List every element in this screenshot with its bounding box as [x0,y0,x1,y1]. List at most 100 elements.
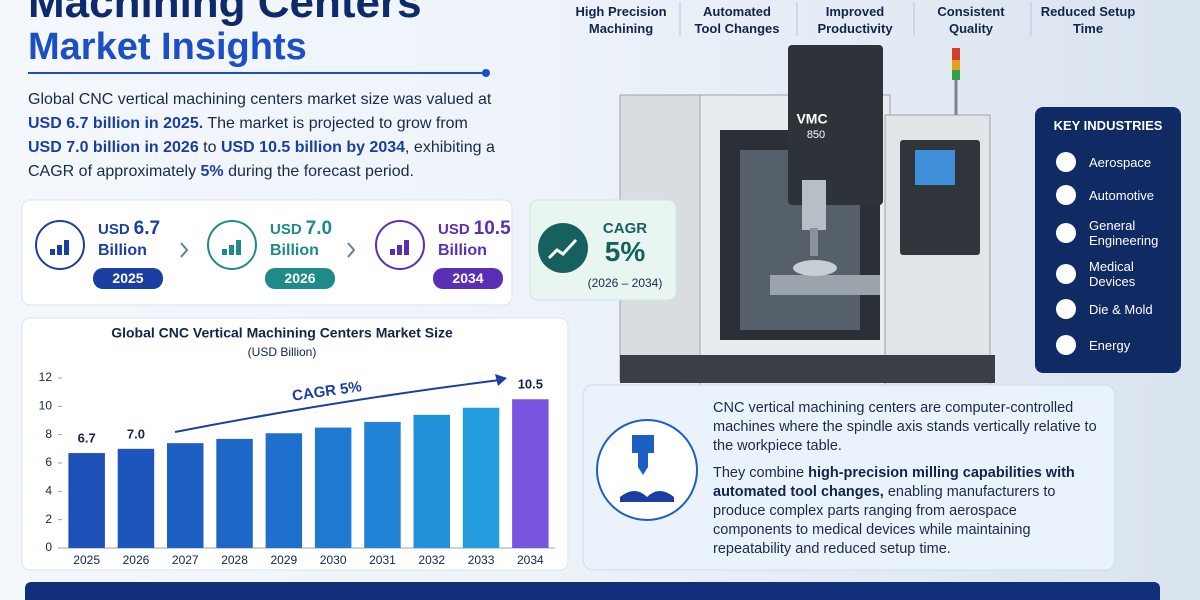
industry-line: Medical [1089,259,1134,274]
x-tick-label: 2027 [172,553,199,567]
x-tick-label: 2032 [418,553,445,567]
cagr-value: 5% [604,236,646,267]
industry: Aerospace [1089,155,1151,170]
feature-line: Consistent [937,4,1005,19]
paragraph: They combine high-precision milling capa… [713,464,1098,559]
y-tick-label: 4 [45,484,52,498]
cagr-icon [538,223,588,273]
stat-icon-bar [222,249,227,255]
y-tick-label: 0 [45,540,52,554]
industry-icon [1056,264,1076,284]
industry-icon [1056,223,1076,243]
industries-title: KEY INDUSTRIES [1053,118,1163,133]
stat-icon-bar [397,245,402,255]
description-panel [582,384,1116,571]
industry-line: Automotive [1089,187,1155,203]
bottom-band [25,582,1160,600]
stat-icon-bar [57,245,62,255]
stat-icon-bar [64,240,69,255]
stat-arrows [180,242,356,258]
cagr-period: (2026 – 2034) [587,276,663,290]
x-tick-label: 2025 [73,553,100,567]
feature-line: Quality [948,21,994,36]
stat-unit: Billion [98,242,147,259]
cagr-label: CAGR [602,220,648,237]
feature-line: Machining [588,21,654,36]
feature: Improved Productivity [799,3,911,37]
stat-icon-bar [390,249,395,255]
x-tick-label: 2028 [221,553,248,567]
data-label: 6.7 [78,431,96,446]
bar [167,443,204,548]
feature-line: Time [1072,21,1104,36]
bar [314,427,352,548]
text-run: CNC vertical machining centers are compu… [713,400,1097,454]
feature: High Precision Machining [565,3,677,37]
y-tick-label: 8 [45,427,52,441]
industry: Energy [1089,338,1130,353]
data-label: 10.5 [518,377,543,392]
x-tick-label: 2033 [468,553,495,567]
text-run: , exhibiting a CAGR of approximately [28,139,495,180]
stat-year: 2025 [112,270,144,286]
title-rule-dot [482,69,490,77]
y-tick-label: 6 [45,455,52,469]
stat-year: 2026 [284,270,316,286]
stat-icon-bar [236,240,241,255]
spindle-icon [632,435,654,475]
industry-icon [1056,185,1076,205]
industry-line: Aerospace [1089,154,1152,170]
bar [68,453,105,548]
x-tick-label: 2031 [369,553,396,567]
feature-line: Reduced Setup [1040,4,1136,19]
stat-icon-bar [50,249,55,255]
data-label: 7.0 [127,426,145,441]
feature-separators [679,2,1032,36]
feature-line: Improved [825,4,885,19]
industry: Medical Devices [1089,259,1135,289]
bar [364,421,401,548]
chart-title: Global CNC Vertical Machining Centers Ma… [111,325,453,341]
chart-subtitle: (USD Billion) [248,345,317,359]
industry-icon [1056,335,1076,355]
feature: Consistent Quality [915,3,1027,37]
stat-number: 7.0 [305,218,333,239]
bar [413,414,450,548]
bold-text: USD 7.0 billion in 2026 [28,139,199,156]
intro-text: Global CNC vertical machining centers ma… [28,88,498,184]
bar [265,433,303,548]
year-pill [433,268,503,289]
feature: Reduced Setup Time [1032,3,1144,37]
industry-line: Die & Mold [1089,301,1153,317]
industry: General Engineering [1089,218,1158,248]
bold-text: high-precision milling capabilities with… [713,465,1075,500]
x-tick-label: 2030 [320,553,347,567]
text-run: to [198,139,221,156]
bold-text: 5% [200,163,224,180]
text-run: The market is projected to grow from [203,115,468,132]
stat-icon-bar [404,240,409,255]
trend-arrowhead [495,374,507,386]
bold-text: USD 10.5 billion by 2034 [220,139,406,156]
machine-model: 850 [807,129,825,141]
stat-number: 10.5 [473,218,511,239]
feature-line: Tool Changes [694,21,780,36]
stat-prefix: USD [438,221,470,238]
feature-line: High Precision [575,4,667,19]
stat-icon-bar [229,245,234,255]
feature-line: Automated [703,4,771,19]
title: Machining Centers [28,0,422,27]
description-text: CNC vertical machining centers are compu… [713,399,1098,567]
stat-value: USD 6.7 [98,218,160,240]
bar [117,448,155,548]
stat-unit: Billion [270,242,319,259]
y-tick-label: 2 [45,512,52,526]
cagr-icon-arrow [547,238,578,260]
industry-icon [1056,152,1076,172]
text-run: enabling manufacturers to produce comple… [713,484,1056,557]
machine-illustration [619,45,995,386]
trend-arrow [174,379,501,433]
bar [216,438,253,548]
